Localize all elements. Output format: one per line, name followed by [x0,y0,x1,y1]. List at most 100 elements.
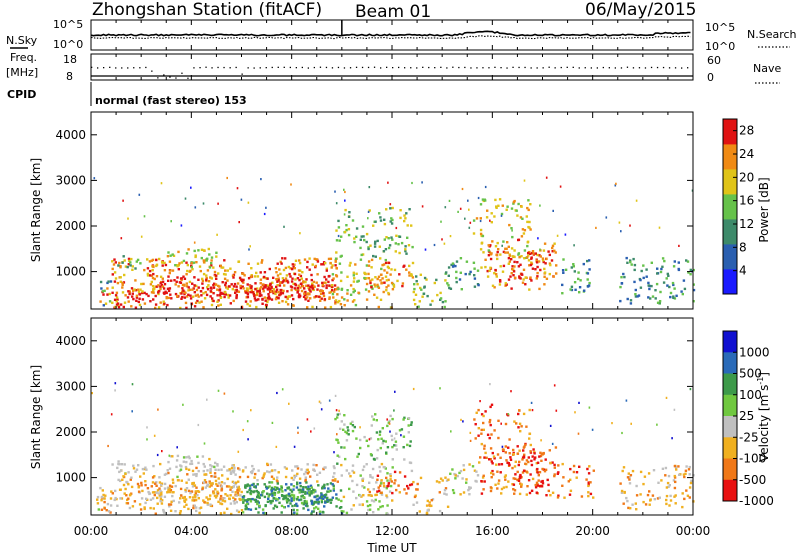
echo-cell [586,259,589,263]
echo-cell [582,262,585,266]
echo-cell [226,507,229,510]
echo-cell [314,264,317,268]
echo-cell [468,493,471,496]
echo-cell [327,275,330,278]
echo-cell [372,254,375,258]
echo-cell [528,220,531,224]
echo-cell [662,281,666,284]
nave-point [145,66,147,69]
echo-cell [117,304,120,307]
echo-cell [160,491,163,494]
echo-cell [258,496,261,499]
echo-cell [160,483,163,487]
echo-cell [238,468,241,471]
echo-cell [529,451,533,454]
echo-cell [361,468,365,472]
echo-cell [167,471,170,475]
echo-cell [496,487,499,490]
echo-cell [131,265,134,268]
echo-cell [242,501,245,504]
echo-cell [217,468,220,472]
echo-cell [184,488,187,492]
echo-cell [387,484,390,487]
echo-cell [256,262,260,265]
echo-cell [299,488,302,491]
echo-cell [321,281,324,285]
echo-cell [240,509,244,512]
echo-cell [446,505,450,508]
echo-cell [130,305,133,308]
echo-cell [235,501,238,504]
echo-cell [658,496,661,499]
echo-cell [387,482,390,485]
echo-cell [182,496,185,500]
echo-cell [223,482,226,485]
echo-cell [398,251,401,255]
echo-cell [379,482,383,485]
echo-cell [316,273,319,276]
echo-cell [367,444,370,448]
nave-point [367,66,370,69]
echo-cell [127,471,130,474]
echo-cell [185,282,188,285]
echo-cell [575,471,579,474]
echo-cell [488,269,491,272]
echo-cell [316,480,319,483]
echo-cell [187,478,190,481]
echo-cell [482,251,485,254]
echo-cell [513,492,516,495]
echo-cell [331,278,334,282]
echo-cell [155,285,159,288]
echo-cell [687,271,690,274]
echo-cell [444,300,447,303]
echo-cell [216,294,219,297]
echo-cell [399,209,402,212]
echo-cell [330,498,333,502]
echo-cell [324,493,328,496]
echo-cell [131,295,134,298]
echo-cell [385,286,388,289]
echo-cell [496,470,499,473]
echo-cell [264,286,267,289]
echo-cell [347,233,351,237]
nave-point [578,67,580,69]
echo-cell [296,481,299,484]
echo-cell [614,184,617,187]
echo-cell [272,507,275,510]
echo-cell [152,298,155,301]
echo-cell [391,417,394,421]
echo-cell [194,294,198,297]
echo-cell [329,257,333,260]
nsky-traces [90,20,694,50]
echo-cell [198,507,201,510]
echo-cell [279,272,282,276]
echo-cell [331,496,334,499]
echo-cell [265,206,267,209]
echo-cell [236,290,239,293]
echo-cell [336,438,339,442]
echo-cell [207,498,210,501]
echo-cell [303,499,306,503]
echo-cell [688,496,691,499]
echo-cell [113,280,117,283]
echo-cell [408,444,412,448]
echo-cell [149,506,152,510]
echo-cell [235,296,238,300]
colorbar-tick-label: 28 [739,124,754,138]
echo-cell [493,272,496,275]
echo-cell [280,494,284,497]
echo-cell [664,474,667,477]
echo-cell [425,504,429,507]
echo-cell [161,280,165,283]
echo-cell [262,475,265,478]
echo-cell [249,487,252,490]
echo-cell [505,247,508,250]
echo-cell [99,300,102,303]
echo-cell [531,477,535,481]
echo-cell [412,298,416,302]
echo-cell [302,496,305,499]
echo-cell [577,277,580,281]
echo-cell [296,287,299,290]
echo-cell [664,466,668,470]
echo-cell [307,284,310,287]
